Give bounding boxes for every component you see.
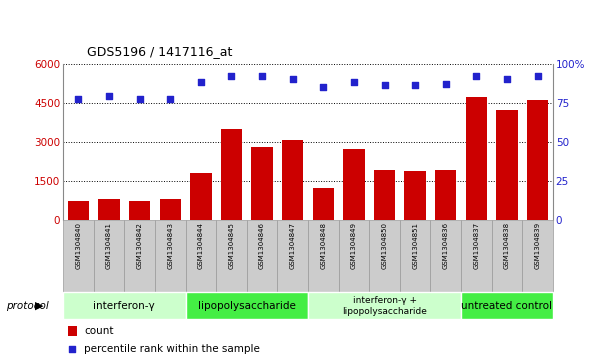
Point: [472, 73, 481, 79]
Bar: [435, 170, 457, 220]
Bar: [400, 220, 430, 292]
Text: GSM1304845: GSM1304845: [228, 222, 234, 269]
Bar: [308, 220, 338, 292]
Bar: [313, 188, 334, 220]
Text: GSM1304836: GSM1304836: [443, 222, 449, 269]
Text: GSM1304840: GSM1304840: [75, 222, 81, 269]
Bar: [190, 173, 212, 220]
Text: GSM1304842: GSM1304842: [136, 222, 142, 269]
Bar: [124, 220, 155, 292]
Bar: [369, 220, 400, 292]
Point: [67, 346, 77, 352]
Point: [288, 76, 297, 82]
Point: [319, 84, 328, 90]
Bar: [338, 220, 369, 292]
Bar: [68, 201, 89, 220]
Point: [227, 73, 236, 79]
Text: GSM1304846: GSM1304846: [259, 222, 265, 269]
Point: [410, 82, 420, 88]
Text: interferon-γ: interferon-γ: [94, 301, 155, 311]
Bar: [186, 292, 308, 319]
Text: percentile rank within the sample: percentile rank within the sample: [84, 344, 260, 354]
Text: protocol: protocol: [6, 301, 49, 311]
Point: [104, 93, 114, 99]
Point: [135, 97, 144, 102]
Bar: [492, 220, 522, 292]
Text: ▶: ▶: [35, 301, 43, 311]
Point: [533, 73, 543, 79]
Text: GSM1304839: GSM1304839: [535, 222, 541, 269]
Point: [502, 76, 512, 82]
Text: GDS5196 / 1417116_at: GDS5196 / 1417116_at: [87, 45, 233, 58]
Text: GSM1304844: GSM1304844: [198, 222, 204, 269]
Bar: [94, 220, 124, 292]
Text: GSM1304841: GSM1304841: [106, 222, 112, 269]
Point: [441, 81, 451, 87]
Text: GSM1304838: GSM1304838: [504, 222, 510, 269]
Bar: [404, 171, 426, 220]
Bar: [308, 292, 461, 319]
Text: GSM1304850: GSM1304850: [382, 222, 388, 269]
Text: GSM1304849: GSM1304849: [351, 222, 357, 269]
Point: [165, 97, 175, 102]
Bar: [522, 220, 553, 292]
Bar: [461, 220, 492, 292]
Bar: [129, 201, 150, 220]
Bar: [251, 147, 273, 220]
Text: GSM1304837: GSM1304837: [474, 222, 480, 269]
Bar: [461, 292, 553, 319]
Point: [349, 79, 359, 85]
Bar: [496, 110, 517, 220]
Bar: [186, 220, 216, 292]
Point: [196, 79, 206, 85]
Point: [73, 97, 83, 102]
Bar: [159, 199, 181, 220]
Text: GSM1304843: GSM1304843: [167, 222, 173, 269]
Text: GSM1304851: GSM1304851: [412, 222, 418, 269]
Bar: [430, 220, 461, 292]
Text: GSM1304847: GSM1304847: [290, 222, 296, 269]
Bar: [343, 150, 365, 220]
Bar: [466, 97, 487, 220]
Bar: [216, 220, 247, 292]
Text: lipopolysaccharide: lipopolysaccharide: [198, 301, 296, 311]
Bar: [63, 292, 186, 319]
Point: [380, 82, 389, 88]
Text: untreated control: untreated control: [462, 301, 552, 311]
Bar: [63, 220, 94, 292]
Bar: [155, 220, 186, 292]
Bar: [374, 170, 395, 220]
Text: GSM1304848: GSM1304848: [320, 222, 326, 269]
Bar: [527, 100, 548, 220]
Text: count: count: [84, 326, 114, 336]
Bar: [221, 129, 242, 220]
Point: [257, 73, 267, 79]
Bar: [282, 140, 304, 220]
Text: interferon-γ +
lipopolysaccharide: interferon-γ + lipopolysaccharide: [342, 296, 427, 315]
Bar: [247, 220, 278, 292]
Bar: [68, 326, 77, 336]
Bar: [99, 199, 120, 220]
Bar: [278, 220, 308, 292]
